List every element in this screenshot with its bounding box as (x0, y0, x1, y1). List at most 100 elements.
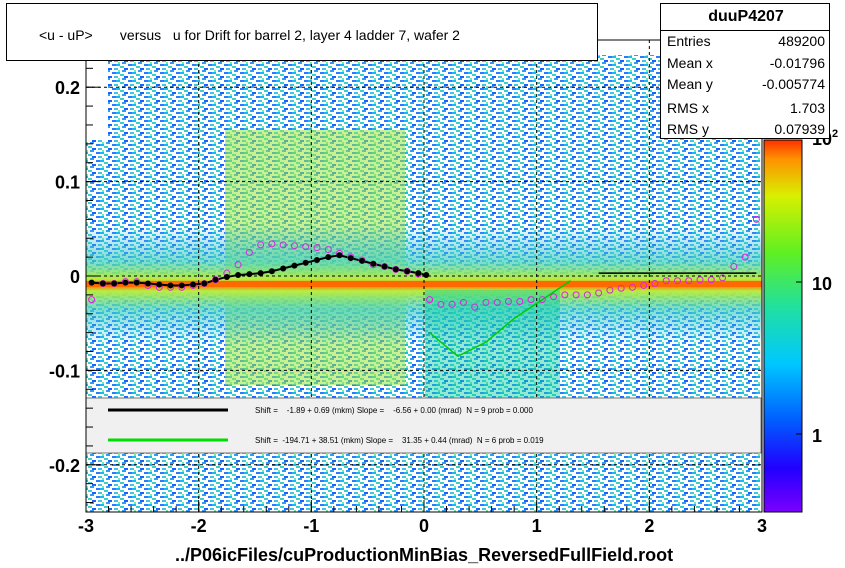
profile-point-black (302, 259, 309, 266)
profile-point-magenta (719, 274, 727, 282)
x-tick-label: 2 (644, 516, 654, 536)
profile-point-magenta (696, 276, 704, 284)
stats-value: 489200 (778, 33, 825, 49)
axes: -3 -2 -1 0 1 2 3 -0.2 -0.1 0 0.1 0.2 (49, 48, 767, 536)
profile-point-black (122, 279, 129, 286)
profile-point-magenta (471, 303, 479, 311)
color-palette: 1 10 102 (763, 128, 838, 513)
profile-point-black (88, 279, 95, 286)
stats-name: duuP4207 (708, 8, 784, 25)
stats-label: Mean x (667, 55, 713, 71)
x-tick-label: -1 (303, 516, 319, 536)
x-tick-label: 3 (757, 516, 767, 536)
profile-point-magenta (674, 277, 681, 285)
profile-point-magenta (550, 293, 558, 301)
profile-point-black (268, 268, 275, 275)
profile-point-black (370, 260, 377, 267)
profile-point-black (235, 272, 242, 279)
chart-title: <u - uP> versus u for Drift for barrel 2… (39, 27, 460, 43)
stats-value: 0.07939 (774, 121, 825, 137)
profile-point-black (167, 282, 174, 289)
stats-box: duuP4207 Entries 489200 Mean x -0.01796 Me… (660, 3, 830, 139)
x-tick-label: -2 (191, 516, 207, 536)
profile-point-magenta (324, 246, 332, 254)
palette-label-10: 10 (812, 274, 832, 294)
profile-point-black (223, 273, 230, 280)
profile-point-black (423, 272, 430, 279)
palette-bar (764, 140, 802, 512)
profile-point-black (178, 282, 185, 289)
profile-point-magenta (234, 261, 242, 269)
profile-point-black (336, 252, 343, 259)
profile-point-magenta (651, 280, 659, 288)
heatmap-core (86, 281, 762, 287)
profile-point-magenta (752, 215, 760, 223)
profile-point-black (415, 270, 422, 277)
profile-point-magenta (685, 277, 693, 285)
stats-label: Entries (667, 33, 711, 49)
profile-point-magenta (527, 296, 535, 304)
profile-point-magenta (302, 243, 310, 251)
profile-point-black (246, 271, 253, 278)
profile-point-black (133, 279, 140, 286)
profile-point-black (392, 266, 399, 273)
x-tick-label: 1 (532, 516, 542, 536)
profile-point-black (190, 281, 197, 288)
legend-text-green: Shift = -194.71 + 38.51 (mkm) Slope = 31… (255, 436, 544, 445)
profile-point-magenta (561, 291, 569, 299)
profile-point-black (359, 257, 366, 264)
profile-point-black (156, 281, 163, 288)
palette-label-100-exp: 2 (832, 128, 838, 140)
profile-point-magenta (290, 242, 298, 250)
stats-value: -0.005774 (761, 76, 825, 92)
profile-point-black (99, 280, 106, 287)
stats-row-rms-y: RMS y 0.07939 (661, 121, 829, 143)
stats-value: -0.01796 (769, 55, 825, 71)
legend-box (85, 397, 762, 454)
profile-point-black (404, 268, 411, 275)
profile-point-black (257, 270, 264, 277)
profile-point-black (325, 254, 332, 261)
profile-point-magenta (426, 296, 434, 304)
profile-point-magenta (437, 300, 445, 308)
y-tick-label: -0.2 (49, 456, 80, 476)
profile-point-magenta (505, 297, 512, 305)
legend-text-black: Shift = -1.89 + 0.69 (mkm) Slope = -6.56… (255, 406, 533, 415)
profile-point-magenta (459, 298, 467, 306)
profile-point-magenta (257, 241, 265, 249)
data-marks (88, 215, 760, 358)
x-tick-label: 0 (419, 516, 429, 536)
stats-separator (661, 30, 829, 31)
x-tick-label: -3 (78, 516, 94, 536)
profile-point-black (144, 280, 151, 287)
profile-point-magenta (628, 283, 636, 291)
stats-label: Mean y (667, 76, 713, 92)
profile-point-magenta (279, 241, 287, 249)
y-tick-label: 0.2 (55, 78, 80, 98)
y-tick-label: 0 (70, 267, 80, 287)
profile-point-black (201, 280, 208, 287)
heatmap-right-dark (425, 290, 560, 400)
profile-point-magenta (730, 263, 738, 271)
profile-point-magenta (268, 240, 276, 248)
y-tick-label: -0.1 (49, 361, 80, 381)
legend: Shift = -1.89 + 0.69 (mkm) Slope = -6.56… (85, 397, 762, 454)
profile-point-magenta (482, 298, 490, 306)
profile-point-magenta (741, 253, 749, 261)
x-axis-label: ../P06icFiles/cuProductionMinBias_Revers… (175, 545, 674, 565)
y-tick-label: 0.1 (55, 173, 80, 193)
profile-point-magenta (707, 276, 715, 284)
palette-frame (763, 139, 803, 513)
fit-line-green (429, 280, 571, 358)
profile-point-magenta (493, 298, 501, 306)
title-box: <u - uP> versus u for Drift for barrel 2… (6, 3, 598, 61)
palette-label-1: 1 (812, 426, 822, 446)
stats-row-mean-y: Mean y -0.005774 (661, 76, 829, 98)
profile-point-black (291, 262, 298, 269)
profile-point-black (111, 280, 118, 287)
profile-point-black (347, 255, 354, 262)
profile-point-magenta (88, 296, 96, 304)
profile-point-magenta (606, 286, 614, 294)
profile-point-black (381, 263, 388, 270)
